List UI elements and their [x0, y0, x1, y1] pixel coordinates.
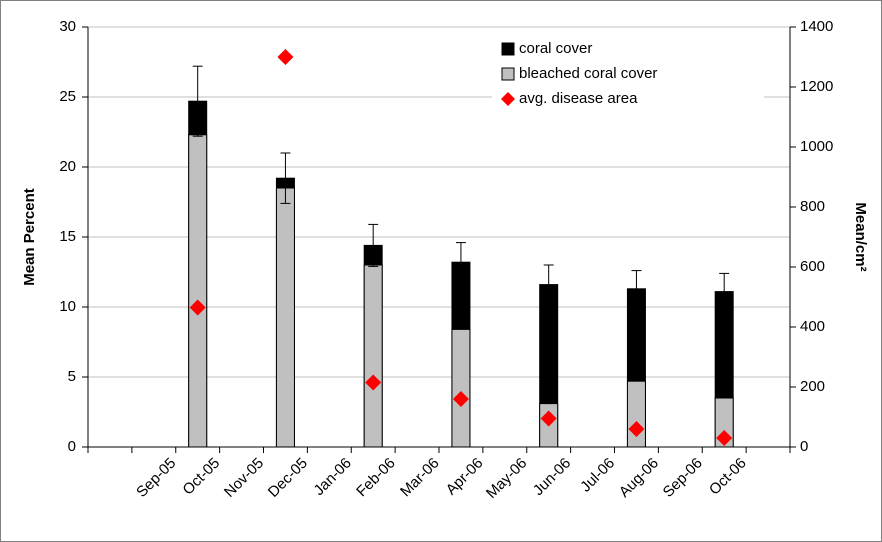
error-bar [719, 272, 730, 311]
y-tick-label: 20 [59, 158, 76, 175]
diamond-marker [277, 49, 294, 65]
y2-tick-label: 1200 [800, 78, 833, 95]
y2-tick-label: 600 [800, 258, 825, 275]
error-bar [192, 65, 203, 137]
y-tick-label: 15 [59, 228, 76, 245]
legend-box [492, 35, 764, 115]
error-bar [368, 223, 379, 267]
y2-axis-title: Mean/cm² [852, 202, 869, 271]
diamond-marker [540, 410, 557, 427]
legend-swatch [501, 92, 515, 106]
y2-tick-label: 200 [800, 378, 825, 395]
bar [188, 134, 208, 448]
diamond-marker [628, 421, 645, 437]
legend-label: bleached coral cover [519, 65, 657, 82]
diamond-marker [365, 374, 382, 391]
y2-tick-label: 1000 [800, 138, 833, 155]
bar [626, 380, 646, 448]
diamond-marker [716, 430, 733, 446]
y-tick-label: 5 [68, 368, 76, 385]
error-bar [280, 152, 291, 204]
y2-tick-label: 400 [800, 318, 825, 335]
legend: coral cover bleached coral cover avg. dise… [492, 35, 764, 115]
legend-label: coral cover [519, 40, 592, 57]
y-axis-title: Mean Percent [21, 188, 38, 286]
legend-label: avg. disease area [519, 90, 638, 107]
bar [275, 187, 295, 448]
legend-swatch [501, 67, 515, 81]
diamond-marker [452, 391, 469, 407]
y2-tick-label: 800 [800, 198, 825, 215]
bar [363, 264, 383, 448]
y-tick-label: 0 [68, 438, 76, 455]
error-bar [455, 242, 466, 283]
error-bar [543, 264, 554, 305]
y2-tick-label: 1400 [800, 18, 833, 35]
y-tick-label: 25 [59, 88, 76, 105]
legend-swatch [501, 42, 515, 56]
y-tick-label: 10 [59, 298, 76, 315]
error-bar [631, 270, 642, 308]
y2-tick-label: 0 [800, 438, 808, 455]
y-tick-label: 30 [59, 18, 76, 35]
diamond-marker [189, 299, 206, 316]
bar [451, 328, 471, 448]
